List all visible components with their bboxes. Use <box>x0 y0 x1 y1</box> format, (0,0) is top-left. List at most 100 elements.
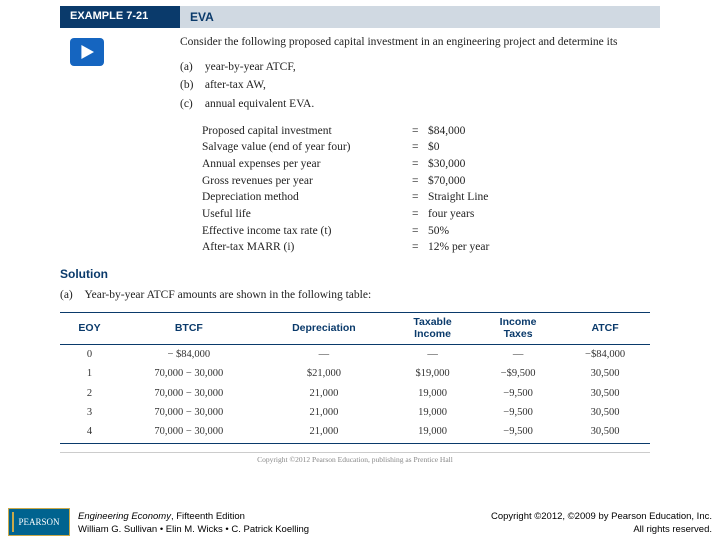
table-header-cell: ATCF <box>560 313 650 345</box>
intro-text: Consider the following proposed capital … <box>180 34 650 51</box>
example-label: EXAMPLE 7-21 <box>60 6 180 28</box>
table-cell: 2 <box>60 384 119 403</box>
equals-sign: = <box>412 189 428 206</box>
table-cell: 30,500 <box>560 384 650 403</box>
param-label: Effective income tax rate (t) <box>202 223 412 240</box>
content-area: EXAMPLE 7-21 EVA Consider the following … <box>0 0 720 494</box>
table-cell: 70,000 − 30,000 <box>119 384 259 403</box>
slide-root: EXAMPLE 7-21 EVA Consider the following … <box>0 0 720 540</box>
example-title: EVA <box>180 6 660 28</box>
pearson-logo: PEARSON <box>8 508 70 536</box>
atcf-table-wrap: EOYBTCFDepreciationTaxableIncomeIncomeTa… <box>60 312 650 466</box>
param-row: Proposed capital investment=$84,000 <box>202 123 650 140</box>
table-cell: 70,000 − 30,000 <box>119 422 259 444</box>
equals-sign: = <box>412 239 428 256</box>
parameters-list: Proposed capital investment=$84,000Salva… <box>202 123 650 256</box>
book-edition: , Fifteenth Edition <box>171 511 245 522</box>
copyright-line-1: Copyright ©2012, ©2009 by Pearson Educat… <box>491 511 712 522</box>
solution-heading: Solution <box>60 266 650 283</box>
table-header-cell: Depreciation <box>259 313 389 345</box>
param-label: Salvage value (end of year four) <box>202 139 412 156</box>
equals-sign: = <box>412 223 428 240</box>
table-cell: 70,000 − 30,000 <box>119 403 259 422</box>
param-row: Gross revenues per year=$70,000 <box>202 173 650 190</box>
pearson-logo-text: PEARSON <box>18 517 59 527</box>
table-cell: − $84,000 <box>119 345 259 365</box>
copyright-line-2: All rights reserved. <box>633 524 712 535</box>
equals-sign: = <box>412 139 428 156</box>
table-header-cell: EOY <box>60 313 119 345</box>
table-cell: $19,000 <box>389 364 476 383</box>
table-cell: 19,000 <box>389 422 476 444</box>
question-item: (c) annual equivalent EVA. <box>180 96 650 113</box>
table-cell: $21,000 <box>259 364 389 383</box>
equals-sign: = <box>412 173 428 190</box>
param-label: Gross revenues per year <box>202 173 412 190</box>
param-value: 12% per year <box>428 239 489 256</box>
param-value: $84,000 <box>428 123 465 140</box>
table-cell: 4 <box>60 422 119 444</box>
table-cell: 21,000 <box>259 384 389 403</box>
table-row: 270,000 − 30,00021,00019,000−9,50030,500 <box>60 384 650 403</box>
param-row: Salvage value (end of year four)=$0 <box>202 139 650 156</box>
table-body: 0− $84,000———−$84,000170,000 − 30,000$21… <box>60 345 650 444</box>
question-tag: (a) <box>180 59 202 76</box>
param-value: Straight Line <box>428 189 488 206</box>
table-cell: — <box>476 345 560 365</box>
param-row: Depreciation method=Straight Line <box>202 189 650 206</box>
solution-tag: (a) <box>60 287 82 304</box>
param-label: After-tax MARR (i) <box>202 239 412 256</box>
param-value: $30,000 <box>428 156 465 173</box>
table-header-cell: TaxableIncome <box>389 313 476 345</box>
header-bar: EXAMPLE 7-21 EVA <box>60 6 660 28</box>
question-item: (a) year-by-year ATCF, <box>180 59 650 76</box>
footer-right: Copyright ©2012, ©2009 by Pearson Educat… <box>491 511 712 536</box>
table-cell: — <box>259 345 389 365</box>
table-cell: −9,500 <box>476 384 560 403</box>
table-cell: 70,000 − 30,000 <box>119 364 259 383</box>
table-row: 370,000 − 30,00021,00019,000−9,50030,500 <box>60 403 650 422</box>
param-value: $70,000 <box>428 173 465 190</box>
param-label: Depreciation method <box>202 189 412 206</box>
book-authors: William G. Sullivan • Elin M. Wicks • C.… <box>78 524 309 535</box>
table-cell: −$84,000 <box>560 345 650 365</box>
question-text: year-by-year ATCF, <box>205 61 296 73</box>
question-item: (b) after-tax AW, <box>180 77 650 94</box>
table-row: 170,000 − 30,000$21,000$19,000−$9,50030,… <box>60 364 650 383</box>
table-row: 0− $84,000———−$84,000 <box>60 345 650 365</box>
param-value: $0 <box>428 139 440 156</box>
param-value: 50% <box>428 223 449 240</box>
param-row: Useful life=four years <box>202 206 650 223</box>
param-row: Effective income tax rate (t)=50% <box>202 223 650 240</box>
question-text: after-tax AW, <box>205 79 266 91</box>
param-value: four years <box>428 206 474 223</box>
question-text: annual equivalent EVA. <box>205 98 314 110</box>
param-label: Useful life <box>202 206 412 223</box>
atcf-table: EOYBTCFDepreciationTaxableIncomeIncomeTa… <box>60 312 650 444</box>
body-row: Consider the following proposed capital … <box>60 28 660 466</box>
table-cell: 21,000 <box>259 422 389 444</box>
equals-sign: = <box>412 123 428 140</box>
table-cell: −9,500 <box>476 403 560 422</box>
question-tag: (b) <box>180 77 202 94</box>
param-label: Annual expenses per year <box>202 156 412 173</box>
equals-sign: = <box>412 156 428 173</box>
play-icon[interactable] <box>70 38 104 66</box>
inner-copyright: Copyright ©2012 Pearson Education, publi… <box>60 452 650 466</box>
question-list: (a) year-by-year ATCF, (b) after-tax AW,… <box>180 59 650 113</box>
table-cell: 1 <box>60 364 119 383</box>
table-cell: −9,500 <box>476 422 560 444</box>
table-cell: −$9,500 <box>476 364 560 383</box>
table-cell: — <box>389 345 476 365</box>
table-cell: 3 <box>60 403 119 422</box>
param-row: Annual expenses per year=$30,000 <box>202 156 650 173</box>
solution-text: Year-by-year ATCF amounts are shown in t… <box>84 289 371 301</box>
table-cell: 30,500 <box>560 403 650 422</box>
table-cell: 21,000 <box>259 403 389 422</box>
table-header-cell: BTCF <box>119 313 259 345</box>
footer-bar: PEARSON Engineering Economy, Fifteenth E… <box>0 494 720 540</box>
footer-left: Engineering Economy, Fifteenth Edition W… <box>78 511 491 536</box>
book-title: Engineering Economy <box>78 511 171 522</box>
param-label: Proposed capital investment <box>202 123 412 140</box>
table-header-row: EOYBTCFDepreciationTaxableIncomeIncomeTa… <box>60 313 650 345</box>
